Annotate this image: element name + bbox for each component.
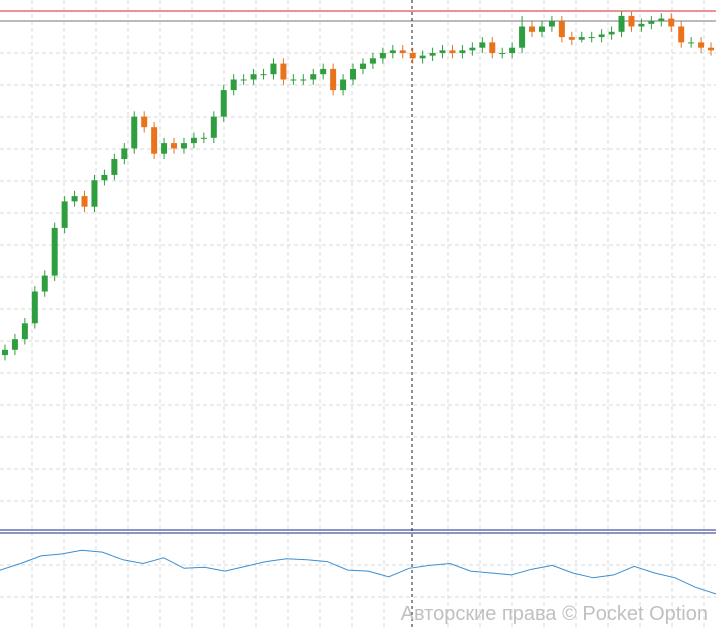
candle-body — [509, 47, 516, 53]
candle-body — [81, 196, 88, 207]
candle-body — [449, 50, 456, 53]
candle-body — [260, 74, 267, 76]
candle-body — [439, 50, 446, 53]
candle-body — [121, 148, 128, 159]
candle-body — [31, 291, 38, 324]
candle-body — [330, 68, 337, 91]
candle-body — [698, 42, 705, 48]
candle-body — [220, 90, 227, 117]
candle-body — [320, 68, 327, 75]
candle-body — [419, 55, 426, 59]
candle-body — [489, 42, 496, 53]
candle-body — [270, 63, 277, 75]
candle-body — [459, 50, 466, 53]
candle-body — [499, 53, 506, 54]
candle-body — [171, 143, 178, 149]
candle-body — [678, 26, 685, 43]
candle-body — [608, 31, 615, 35]
indicator — [0, 549, 716, 595]
candle-body — [210, 116, 217, 138]
candle-body — [389, 50, 396, 53]
candle-body — [618, 15, 625, 32]
candle-body — [131, 116, 138, 149]
candle-body — [399, 50, 406, 53]
candle-body — [658, 18, 665, 22]
candle-body — [41, 275, 48, 292]
candle-body — [101, 174, 108, 181]
candle-body — [240, 79, 247, 81]
candle-body — [588, 37, 595, 39]
candle-body — [151, 127, 158, 154]
candle-body — [548, 21, 555, 27]
candle-body — [180, 143, 187, 149]
candle-body — [409, 53, 416, 59]
candles — [1, 10, 715, 361]
candle-body — [51, 227, 58, 276]
candle-body — [61, 201, 68, 228]
candle-body — [310, 74, 317, 80]
candle-body — [369, 58, 376, 64]
candle-body — [598, 34, 605, 38]
candle-body — [469, 47, 476, 51]
candle-body — [568, 37, 575, 40]
candle-body — [141, 116, 148, 128]
candle-body — [558, 21, 565, 38]
indicator-line — [0, 549, 716, 595]
candle-body — [578, 37, 585, 40]
candle-body — [628, 15, 635, 27]
candle-body — [529, 26, 536, 32]
candle-body — [519, 26, 526, 48]
candle-body — [350, 68, 357, 80]
candle-body — [250, 74, 257, 80]
candle-body — [538, 26, 545, 32]
candle-body — [111, 159, 118, 175]
candle-body — [668, 18, 675, 27]
candle-body — [71, 196, 78, 202]
candle-body — [190, 137, 197, 144]
candle-body — [648, 21, 655, 24]
candle-body — [161, 143, 168, 154]
candle-body — [280, 63, 287, 80]
candle-body — [379, 53, 386, 59]
candle-body — [11, 339, 18, 350]
candle-body — [1, 349, 8, 356]
candle-body — [340, 79, 347, 91]
candle-body — [429, 53, 436, 56]
candle-body — [359, 63, 366, 69]
candle-body — [91, 180, 98, 207]
candle-body — [21, 323, 28, 340]
candle-body — [300, 79, 307, 81]
candle-body — [688, 42, 695, 44]
candle-body — [479, 42, 486, 48]
watermark: Авторские права © Pocket Option — [401, 603, 708, 625]
candle-body — [290, 79, 297, 81]
candle-body — [230, 79, 237, 91]
candle-body — [200, 137, 207, 139]
candle-body — [638, 23, 645, 27]
candle-body — [708, 47, 715, 51]
